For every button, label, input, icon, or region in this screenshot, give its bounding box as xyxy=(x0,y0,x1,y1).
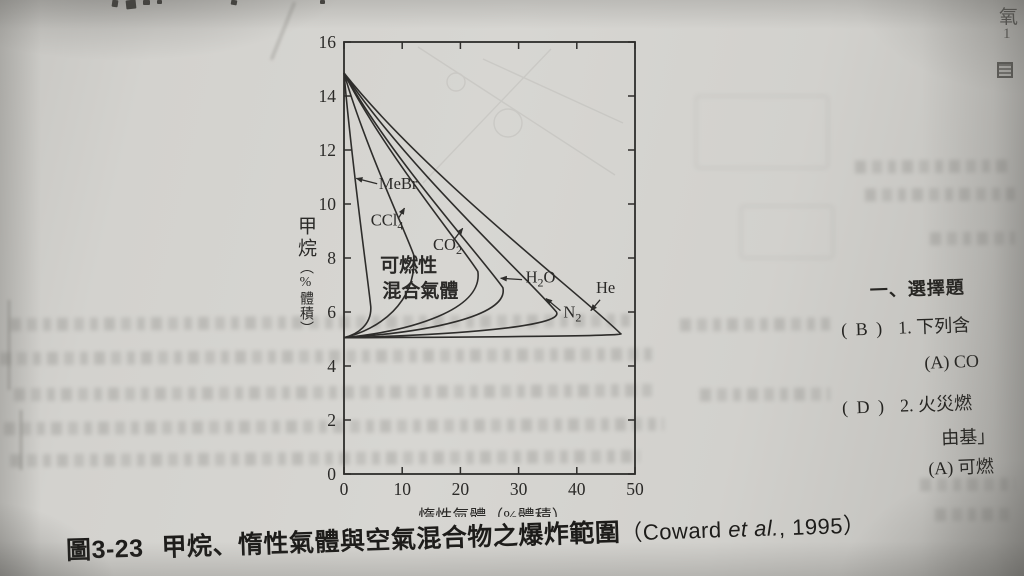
ghost-text-band xyxy=(679,317,831,332)
ghost-text-band xyxy=(864,187,1016,202)
arrow-H2O xyxy=(499,275,523,282)
question-row: 由基」 xyxy=(941,422,996,450)
curve-label-He: He xyxy=(596,278,615,297)
cut-glyph-fragment xyxy=(157,0,162,4)
curve-H2O xyxy=(343,72,504,339)
y-axis-label-unit: （%體積） xyxy=(298,260,313,336)
ghost-diagram-box xyxy=(695,95,829,169)
y-tick-label: 12 xyxy=(319,140,337,160)
y-axis-label-main: 甲烷 xyxy=(295,216,316,260)
question-text: 由基」 xyxy=(940,426,996,449)
arrow-He xyxy=(590,299,601,312)
curve-label-N2: N2 xyxy=(563,302,581,324)
svg-text:混合氣體: 混合氣體 xyxy=(382,279,458,302)
question-column: 一、選擇題 ( B ) 1. 下列含 (A) CO ( D ) 2. 火災燃 由基」… xyxy=(833,263,1024,500)
y-axis-label: 甲烷（%體積） xyxy=(295,216,316,336)
section-heading: 一、選擇題 xyxy=(869,277,966,301)
figure-title: 甲烷、惰性氣體與空氣混合物之爆炸範圍 xyxy=(161,519,621,562)
x-tick-label: 10 xyxy=(393,479,411,499)
ghost-diagram-box xyxy=(740,205,834,259)
answer-key: ( D ) xyxy=(841,396,887,418)
ghost-stamp-icon xyxy=(997,62,1013,78)
ghost-text-band xyxy=(854,159,1011,174)
page-header-char: 氧 xyxy=(999,7,1019,28)
curve-CO2 xyxy=(343,72,479,339)
curve-He xyxy=(343,72,622,339)
question-text: 1. 下列含 xyxy=(897,315,971,338)
question-text: 2. 火災燃 xyxy=(899,393,973,416)
curve-label-H2O: H2O xyxy=(526,267,556,289)
figure-number: 圖3-23 xyxy=(65,534,145,565)
curve-N2 xyxy=(343,72,558,339)
cut-glyph-fragment xyxy=(320,0,325,4)
flammability-chart: 0 10 20 30 40 50 0 2 4 6 8 10 12 14 16 惰性氣體（%體積） MeBr CCl… xyxy=(293,25,663,526)
arrow-CO2 xyxy=(452,227,464,241)
svg-text:可燃性: 可燃性 xyxy=(380,254,437,277)
question-text: (A) 可燃 xyxy=(927,456,995,479)
curve-label-CO2: CO2 xyxy=(433,235,462,257)
curve-CCl4 xyxy=(343,72,415,339)
y-tick-label: 6 xyxy=(327,302,336,322)
ghost-showthrough xyxy=(417,46,624,184)
arrow-N2 xyxy=(545,298,561,312)
question-row: ( D ) 2. 火災燃 xyxy=(842,389,973,420)
y-tick-label: 4 xyxy=(327,356,336,376)
arrow-CCl4 xyxy=(397,207,406,220)
page-header-number: 1 xyxy=(1003,26,1011,42)
axis-ticks xyxy=(343,41,636,475)
question-row: (A) CO xyxy=(924,351,979,374)
curve-MeBr xyxy=(343,72,372,339)
y-tick-label: 0 xyxy=(327,464,336,484)
curve-label-CCl4: CCl4 xyxy=(371,211,404,233)
ghost-mark xyxy=(20,410,22,470)
ghost-text-band xyxy=(699,387,831,402)
x-tick-label: 50 xyxy=(626,479,644,499)
x-tick-label: 30 xyxy=(510,479,528,499)
ghost-mark xyxy=(270,1,296,61)
x-tick-label: 40 xyxy=(568,479,586,499)
tick-labels: 0 10 20 30 40 50 0 2 4 6 8 10 12 14 16 xyxy=(319,32,645,499)
answer-key: ( B ) xyxy=(840,318,885,340)
figure-source: （Coward et al., 1995） xyxy=(619,512,866,546)
cut-glyph-fragment xyxy=(143,0,150,5)
cut-glyph-fragment xyxy=(230,0,238,6)
flammability-chart-svg: 0 10 20 30 40 500246810121416惰性氣體（%體積）MeBrCCl… xyxy=(319,32,645,526)
ghost-text-band xyxy=(929,231,1016,246)
y-tick-label: 8 xyxy=(327,248,336,268)
y-tick-label: 10 xyxy=(319,194,337,214)
cut-glyph-fragment xyxy=(111,0,119,8)
x-tick-label: 20 xyxy=(452,479,470,499)
ghost-mark xyxy=(8,300,10,390)
y-tick-label: 14 xyxy=(319,86,337,106)
cut-glyph-fragment xyxy=(125,0,137,10)
x-tick-label: 0 xyxy=(340,479,349,499)
y-tick-label: 16 xyxy=(319,32,337,52)
curve-label-MeBr: MeBr xyxy=(379,174,418,193)
y-tick-label: 2 xyxy=(327,410,336,430)
question-row: (A) 可燃 xyxy=(928,452,994,480)
question-row: ( B ) 1. 下列含 xyxy=(841,311,971,342)
arrow-MeBr xyxy=(355,177,378,185)
question-text: (A) CO xyxy=(924,350,980,373)
